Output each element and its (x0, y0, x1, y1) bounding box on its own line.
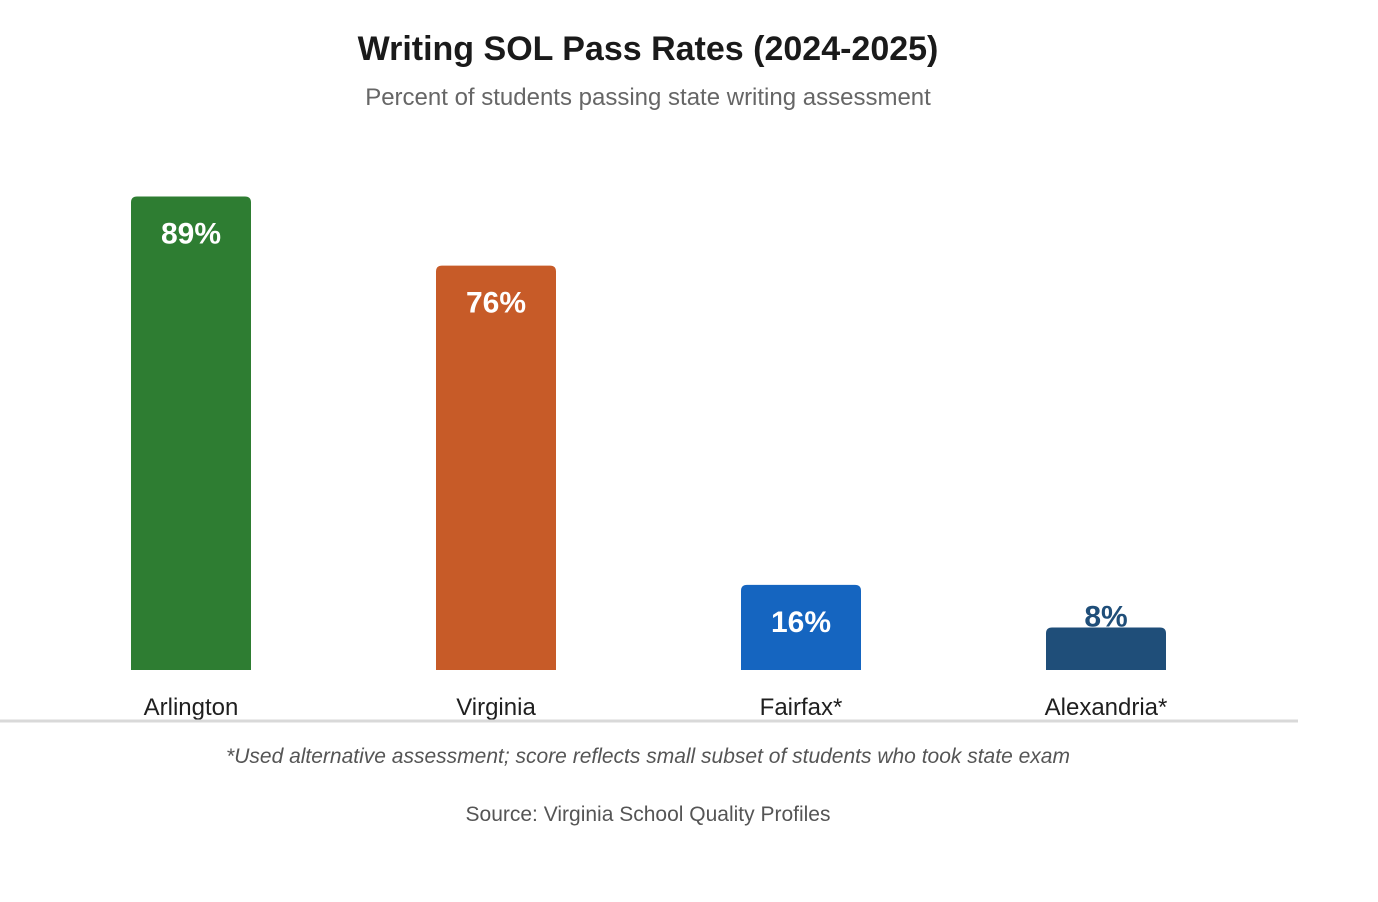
bar-value-label-fairfax: 16% (771, 606, 831, 639)
bars-layer (131, 196, 1166, 670)
tick-labels-layer: Arlington Virginia Fairfax* Alexandria* (144, 694, 1168, 721)
bar-value-label-arlington: 89% (161, 218, 221, 251)
x-tick-label-arlington: Arlington (144, 694, 239, 721)
x-tick-label-fairfax: Fairfax* (760, 694, 843, 721)
value-labels-layer: 89% 76% 16% 8% (161, 218, 1128, 639)
chart-title: Writing SOL Pass Rates (2024-2025) (357, 30, 939, 68)
bar-fairfax (741, 584, 861, 670)
bar-value-label-alexandria: 8% (1084, 600, 1127, 633)
bar-value-label-virginia: 76% (466, 287, 526, 320)
chart-footnote: *Used alternative assessment; score refl… (226, 745, 1070, 768)
chart-source: Source: Virginia School Quality Profiles (465, 803, 831, 826)
bar-arlington (131, 196, 251, 670)
bar-alexandria (1046, 627, 1166, 670)
x-tick-label-alexandria: Alexandria* (1045, 694, 1168, 721)
x-tick-label-virginia: Virginia (456, 694, 536, 721)
chart-subtitle: Percent of students passing state writin… (365, 84, 931, 111)
bar-virginia (436, 265, 556, 670)
